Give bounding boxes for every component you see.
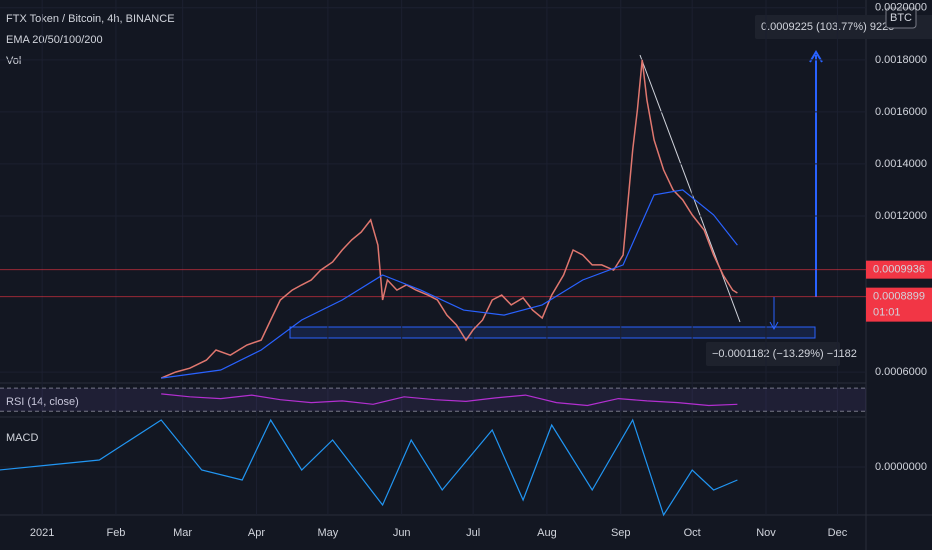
- price-badge: [866, 287, 932, 322]
- countdown: 01:01: [873, 307, 901, 319]
- annotation: 0.0009225 (103.77%) 9225: [761, 21, 894, 33]
- x-tick-label: Dec: [828, 527, 848, 539]
- indicator-label: EMA 20/50/100/200: [6, 34, 103, 46]
- y-tick-label: 0.0006000: [875, 366, 927, 378]
- x-tick-label: Apr: [248, 527, 265, 539]
- series-line: [0, 418, 738, 517]
- price-label: 0.0009936: [873, 264, 925, 276]
- arrow-head: [809, 50, 823, 63]
- trend-line: [639, 54, 741, 323]
- x-tick-label: Aug: [537, 527, 557, 539]
- y-tick-label: 0.0018000: [875, 54, 927, 66]
- indicator-label: MACD: [6, 432, 38, 444]
- x-tick-label: Nov: [756, 527, 776, 539]
- x-tick-label: Jun: [393, 527, 411, 539]
- unit-label: BTC: [890, 12, 912, 24]
- x-tick-label: Sep: [611, 527, 631, 539]
- y-tick-label: 0.0016000: [875, 106, 927, 118]
- y-tick-label: 0.0014000: [875, 158, 927, 170]
- unit-badge: [885, 7, 917, 29]
- x-tick-label: Feb: [106, 527, 125, 539]
- series-line: [161, 393, 738, 407]
- x-tick-label: Jul: [466, 527, 480, 539]
- indicator-label: Vol: [6, 55, 21, 67]
- annotation: −0.0001182 (−13.29%) −1182: [712, 348, 857, 360]
- series-line: [160, 59, 738, 379]
- y-tick-label: 0.0020000: [875, 2, 927, 14]
- measure-box: [289, 326, 816, 339]
- x-tick-label: Mar: [173, 527, 192, 539]
- x-tick-label: Oct: [684, 527, 701, 539]
- x-tick-label: 2021: [30, 527, 54, 539]
- y-tick-label: 0.0000000: [875, 461, 927, 473]
- x-tick-label: May: [317, 527, 338, 539]
- annotation-box: [706, 342, 840, 366]
- chart-title: FTX Token / Bitcoin, 4h, BINANCE: [6, 13, 175, 25]
- series-line: [161, 189, 738, 379]
- arrow-head: [769, 321, 779, 331]
- price-badge: [866, 260, 932, 279]
- price-label: 0.0008899: [873, 291, 925, 303]
- y-tick-label: 0.0012000: [875, 210, 927, 222]
